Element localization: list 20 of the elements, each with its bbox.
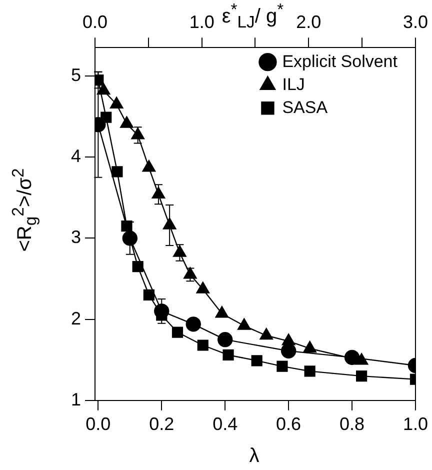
x-tick-label: 0.8 (340, 414, 365, 434)
x-tick-label: 0.4 (212, 414, 238, 434)
x-tick-label: 0.6 (276, 414, 302, 434)
legend-label: Explicit Solvent (282, 52, 398, 71)
x2-tick-label: 3.0 (402, 12, 428, 32)
x-tick-label: 1.0 (402, 414, 428, 434)
x2-tick-label: 1.0 (189, 12, 214, 32)
y-tick-label: 1 (70, 389, 81, 410)
y-tick-label: 4 (70, 146, 81, 166)
x-tick-label: 0.0 (86, 414, 111, 434)
y-tick-label: 2 (70, 308, 81, 328)
y-tick-label: 3 (70, 227, 81, 248)
legend-label: ILJ (282, 74, 305, 94)
x-axis-title: λ (249, 445, 260, 468)
x2-axis-title: ε$^{*}$$_{LJ}$/ g$^{*}$ (222, 0, 284, 33)
y-tick-label: 5 (70, 64, 81, 85)
legend-label: SASA (282, 98, 328, 117)
x-tick-label: 0.2 (149, 414, 174, 434)
x2-tick-label: 2.0 (296, 12, 322, 32)
x2-tick-label: 0.0 (82, 12, 108, 32)
